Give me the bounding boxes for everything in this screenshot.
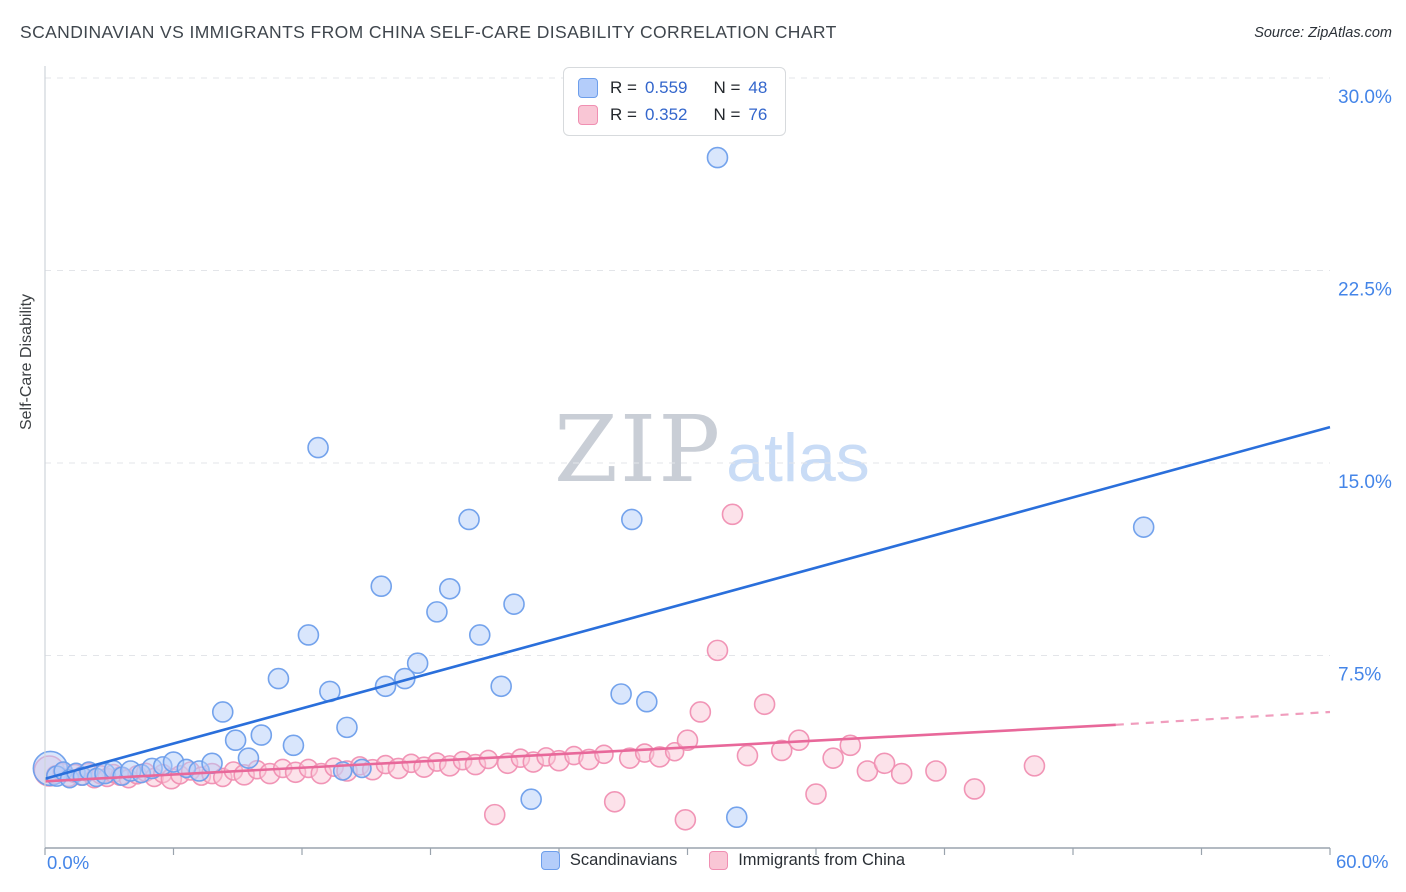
r-label: R = xyxy=(610,105,637,124)
n-label: N = xyxy=(713,105,741,124)
scatter-point-scandinavians[interactable] xyxy=(297,624,320,646)
scatter-point-immigrants-from-china[interactable] xyxy=(483,803,506,826)
page-title: SCANDINAVIAN VS IMMIGRANTS FROM CHINA SE… xyxy=(20,22,837,42)
stats-row-scandinavians: R = 0.559 N = 48 xyxy=(578,78,767,98)
scatter-point-scandinavians[interactable] xyxy=(610,683,632,705)
scatter-point-scandinavians[interactable] xyxy=(224,729,247,752)
scatter-point-immigrants-from-china[interactable] xyxy=(805,783,827,805)
x-axis-min-label: 0.0% xyxy=(47,852,90,873)
scatter-point-immigrants-from-china[interactable] xyxy=(721,503,744,526)
scatter-point-immigrants-from-china[interactable] xyxy=(676,729,699,752)
scatter-point-scandinavians[interactable] xyxy=(282,734,305,757)
scatter-point-immigrants-from-china[interactable] xyxy=(594,744,614,765)
trend-line-dashed-immigrants-from-china xyxy=(1115,710,1331,726)
y-tick-label: 22.5% xyxy=(1338,280,1392,301)
scatter-point-scandinavians[interactable] xyxy=(520,788,542,811)
legend-item-scandinavians: Scandinavians xyxy=(540,851,678,870)
scatter-point-immigrants-from-china[interactable] xyxy=(603,790,626,813)
y-tick-label: 15.0% xyxy=(1338,472,1392,493)
n-value-scandinavians: 48 xyxy=(748,78,768,97)
scatter-point-immigrants-from-china[interactable] xyxy=(736,744,759,767)
scatter-point-scandinavians[interactable] xyxy=(706,146,729,169)
bottom-legend: Scandinavians Immigrants from China xyxy=(0,851,1406,870)
scatter-point-immigrants-from-china[interactable] xyxy=(706,639,729,662)
scatter-point-scandinavians[interactable] xyxy=(336,716,358,739)
scatter-point-scandinavians[interactable] xyxy=(1132,516,1155,538)
scatter-point-scandinavians[interactable] xyxy=(725,806,748,829)
scatter-point-immigrants-from-china[interactable] xyxy=(822,747,844,769)
scatter-point-immigrants-from-china[interactable] xyxy=(770,739,793,762)
scatter-point-immigrants-from-china[interactable] xyxy=(1023,755,1046,777)
immigrants-legend-swatch xyxy=(709,851,729,870)
scatter-point-immigrants-from-china[interactable] xyxy=(753,693,776,716)
legend-label-immigrants: Immigrants from China xyxy=(738,851,906,869)
stats-legend: R = 0.559 N = 48 R = 0.352 N = 76 xyxy=(563,67,787,136)
scatter-point-scandinavians[interactable] xyxy=(458,508,480,531)
scatter-point-scandinavians[interactable] xyxy=(490,675,512,698)
y-tick-label: 30.0% xyxy=(1338,87,1392,108)
source-label: Source: ZipAtlas.com xyxy=(1254,25,1392,41)
immigrants-swatch xyxy=(578,105,598,125)
scatter-point-scandinavians[interactable] xyxy=(267,667,290,690)
scatter-point-scandinavians[interactable] xyxy=(406,652,429,675)
scatter-point-scandinavians[interactable] xyxy=(438,577,461,600)
legend-item-immigrants: Immigrants from China xyxy=(709,851,905,870)
stats-row-immigrants: R = 0.352 N = 76 xyxy=(578,105,767,125)
scatter-point-scandinavians[interactable] xyxy=(636,690,658,713)
scatter-point-scandinavians[interactable] xyxy=(621,508,643,531)
scandinavians-swatch xyxy=(578,78,598,98)
scatter-point-scandinavians[interactable] xyxy=(468,624,491,646)
n-label: N = xyxy=(713,78,741,97)
scatter-point-scandinavians[interactable] xyxy=(370,575,393,598)
scatter-point-scandinavians[interactable] xyxy=(307,436,329,459)
legend-label-scandinavians: Scandinavians xyxy=(569,851,678,869)
scatter-point-scandinavians[interactable] xyxy=(237,747,260,769)
scatter-point-immigrants-from-china[interactable] xyxy=(925,760,947,782)
y-axis-title: Self-Care Disability xyxy=(18,293,35,431)
r-label: R = xyxy=(610,78,637,97)
scatter-point-scandinavians[interactable] xyxy=(352,758,372,779)
scatter-point-scandinavians[interactable] xyxy=(503,593,525,615)
scatter-point-scandinavians[interactable] xyxy=(211,701,234,723)
x-axis-max-label: 60.0% xyxy=(1336,851,1389,872)
scatter-point-scandinavians[interactable] xyxy=(426,601,448,623)
r-value-immigrants: 0.352 xyxy=(644,105,688,124)
scatter-point-immigrants-from-china[interactable] xyxy=(873,752,896,775)
scatter-point-immigrants-from-china[interactable] xyxy=(963,778,986,800)
trend-line-immigrants-from-china xyxy=(44,723,1116,783)
n-value-immigrants: 76 xyxy=(748,105,768,124)
trend-line-scandinavians xyxy=(44,425,1331,780)
scatter-point-scandinavians[interactable] xyxy=(201,752,223,775)
scatter-point-immigrants-from-china[interactable] xyxy=(674,808,697,831)
r-value-scandinavians: 0.559 xyxy=(644,78,688,97)
scatter-point-immigrants-from-china[interactable] xyxy=(689,701,712,723)
scatter-point-immigrants-from-china[interactable] xyxy=(890,762,913,785)
scatter-point-scandinavians[interactable] xyxy=(250,724,273,746)
y-tick-label: 7.5% xyxy=(1338,665,1381,686)
scandinavians-legend-swatch xyxy=(540,851,560,870)
